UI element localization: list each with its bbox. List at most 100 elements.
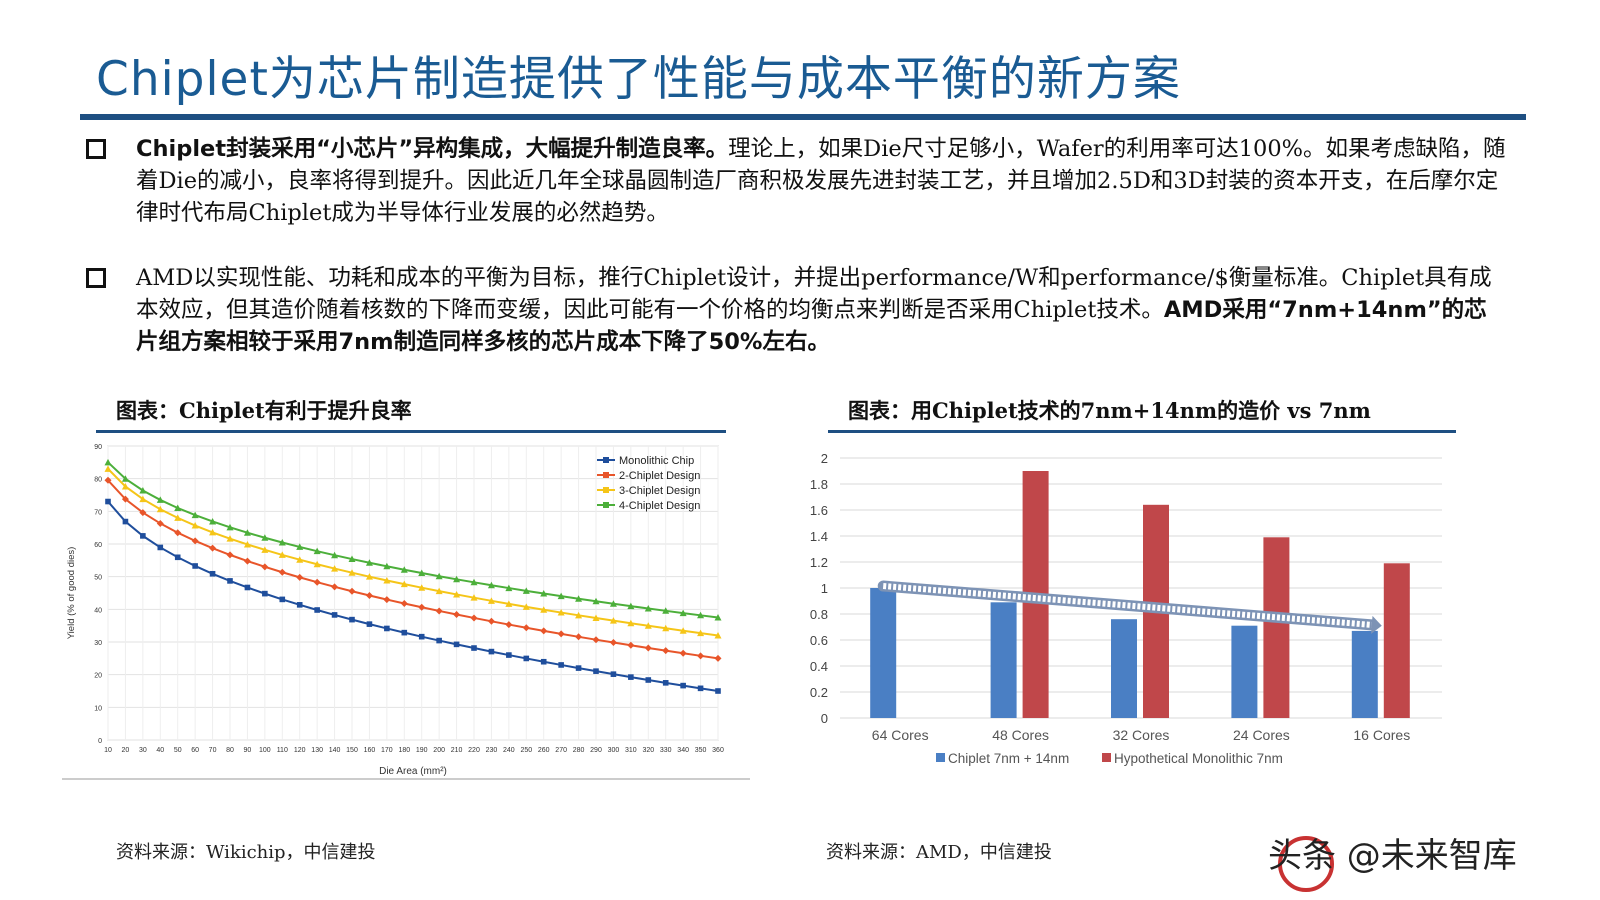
left-source: 资料来源：Wikichip，中信建投 [116,842,376,863]
x-tick-label: 140 [329,747,341,754]
data-point [279,596,286,603]
x-tick-label: 340 [677,747,689,754]
x-tick-label: 20 [122,747,130,754]
data-point [209,528,217,536]
data-point [609,617,617,624]
y-tick-label: 0 [98,738,102,745]
y-tick-label: 30 [94,640,102,647]
data-point [139,509,147,517]
data-point [453,641,460,648]
x-tick-label: 240 [503,747,515,754]
data-point [593,668,599,674]
cost-chart: 00.20.40.60.811.21.41.61.82Normalized Di… [810,451,1442,766]
bar [1351,630,1378,718]
x-tick-label: 10 [104,747,112,754]
data-point [105,498,111,505]
page-title: Chiplet为芯片制造提供了性能与成本平衡的新方案 [96,52,1181,107]
data-point [243,529,251,536]
data-point [313,560,321,568]
legend-swatch [936,753,945,762]
legend-marker [603,487,609,493]
bar [1231,625,1258,718]
data-point [627,602,635,610]
data-point [522,624,530,632]
data-point [418,569,426,577]
x-tick-label: 16 Cores [1353,727,1410,743]
x-tick-label: 220 [468,747,480,754]
y-tick-label: 60 [94,542,102,549]
data-point [697,611,705,619]
data-point [244,584,251,591]
data-point [174,529,182,537]
data-point [697,685,704,692]
y-tick-label: 0.6 [810,633,828,648]
x-tick-label: 190 [416,747,428,754]
watermark: 头条 @未来智库 [1268,836,1517,876]
data-point [278,551,286,558]
y-tick-label: 1.2 [810,555,828,570]
data-point [540,606,548,613]
right-source: 资料来源：AMD，中信建投 [826,842,1052,863]
data-point [192,563,198,569]
data-point [592,636,600,644]
data-point [262,590,268,597]
data-point [662,624,670,632]
x-tick-label: 310 [625,747,637,754]
data-point [349,616,355,623]
data-point [296,556,304,563]
x-tick-label: 200 [433,747,445,754]
data-point [418,584,426,591]
data-point [645,677,652,683]
data-point [522,587,530,594]
data-point [400,566,408,573]
data-point [505,584,513,592]
data-point [523,655,530,662]
data-point [471,645,477,651]
data-point [227,578,233,584]
data-point [331,612,338,618]
data-point [400,599,408,607]
data-point [592,614,600,622]
x-tick-label: 50 [174,747,182,754]
x-tick-label: 160 [364,747,376,754]
data-point [487,617,495,625]
data-point [453,590,461,598]
x-tick-label: 250 [520,747,532,754]
data-point [506,652,512,658]
x-tick-label: 180 [398,747,410,754]
data-point [243,557,251,565]
x-tick-label: 24 Cores [1233,727,1290,743]
left-chart-title-rule [96,430,726,433]
data-point [191,522,199,529]
y-tick-label: 40 [94,607,102,614]
data-point [575,665,582,671]
x-tick-label: 40 [156,747,164,754]
bar [870,588,897,718]
data-point [365,591,373,599]
data-point [714,614,722,621]
x-tick-label: 150 [346,747,358,754]
data-point [679,649,687,657]
data-point [470,614,478,622]
data-point [418,633,425,640]
legend-swatch [1102,753,1111,762]
data-point [557,609,565,616]
y-tick-label: 1.8 [810,477,828,492]
data-point [331,565,339,572]
data-point [261,534,269,541]
series-line [107,500,719,692]
square-bullet-icon [86,139,106,159]
data-point [156,505,164,513]
x-tick-label: 320 [642,747,654,754]
bar [1383,563,1410,718]
data-point [435,607,443,615]
x-tick-label: 30 [139,747,147,754]
trend-arrow-head [1371,615,1382,634]
y-tick-label: 1 [821,581,828,596]
y-tick-label: 70 [94,509,102,516]
data-point [365,573,373,580]
data-point [366,621,373,627]
x-tick-label: 260 [538,747,550,754]
data-point [627,619,635,627]
